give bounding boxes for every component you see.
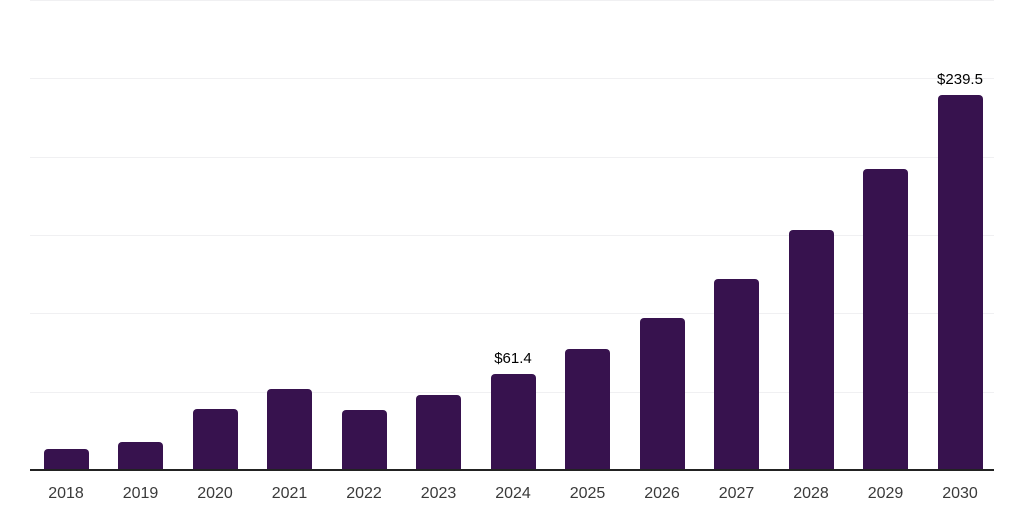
bar-2028 [788, 229, 834, 470]
x-tick-2020: 2020 [197, 485, 233, 502]
x-axis-line [30, 469, 994, 471]
x-tick-2022: 2022 [346, 485, 382, 502]
gridline-150 [30, 235, 994, 236]
bar-2027 [714, 278, 759, 470]
bar-2029 [863, 169, 908, 470]
bar-2023 [416, 394, 461, 470]
x-tick-2024: 2024 [495, 485, 531, 502]
plot-area: $61.4 $239.5 [30, 0, 994, 471]
value-label-2030: $239.5 [937, 70, 983, 88]
bar-2019 [118, 441, 163, 470]
value-label-2024: $61.4 [494, 349, 532, 367]
bar-2022 [341, 410, 387, 470]
x-tick-2021: 2021 [271, 485, 308, 502]
x-tick-2018: 2018 [48, 485, 84, 502]
x-tick-2025: 2025 [569, 485, 606, 502]
gridline-250 [30, 78, 994, 80]
x-tick-2023: 2023 [420, 485, 457, 502]
bar-2021 [267, 388, 312, 470]
x-tick-2030: 2030 [942, 485, 978, 502]
bar-2030 [937, 94, 983, 470]
bar-2018 [43, 448, 89, 470]
x-tick-2026: 2026 [644, 485, 680, 502]
x-tick-2027: 2027 [718, 485, 755, 502]
bar-2026 [639, 318, 685, 470]
bar-2020 [192, 408, 238, 470]
x-axis-labels: 2018 2019 2020 2021 2022 2023 2024 2025 2026 2027… [30, 485, 994, 507]
x-tick-2019: 2019 [122, 485, 159, 502]
x-tick-2028: 2028 [793, 485, 829, 502]
x-tick-2029: 2029 [867, 485, 904, 502]
bar-2025 [565, 349, 610, 470]
gridline-200 [30, 156, 994, 158]
gridline-300 [30, 0, 994, 1]
gridline-100 [30, 313, 994, 315]
bar-2024 [490, 373, 536, 470]
